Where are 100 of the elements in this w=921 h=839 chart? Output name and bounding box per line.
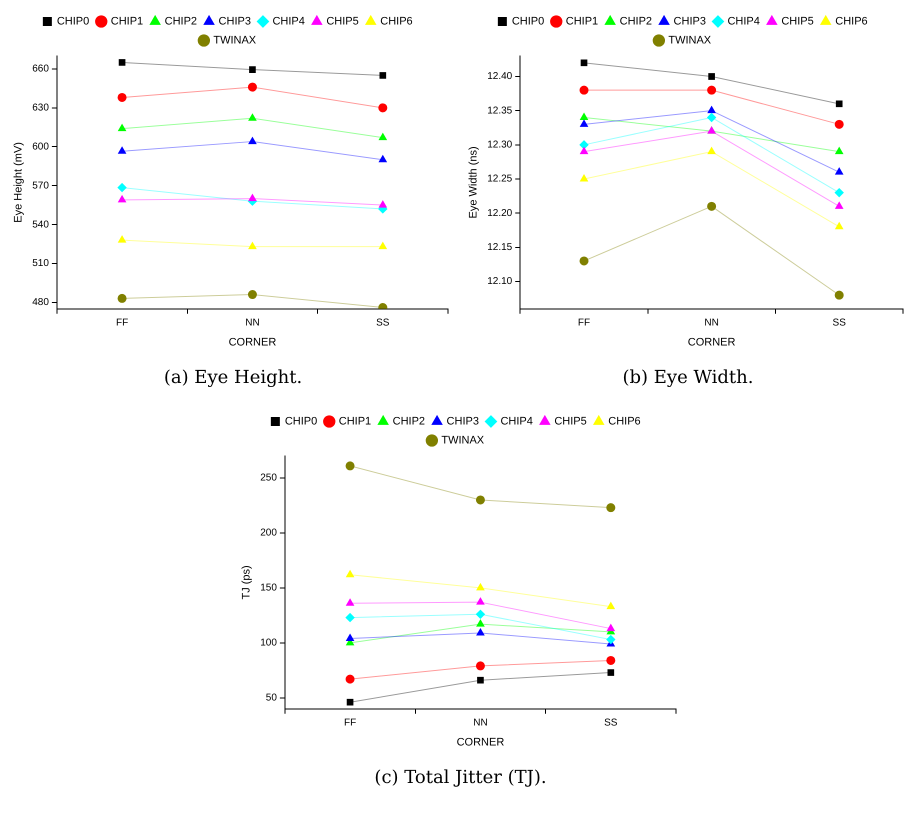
point: [580, 256, 589, 266]
point: [248, 242, 256, 250]
y-tick-label: 12.15: [487, 242, 513, 254]
x-tick-label: NN: [704, 318, 719, 329]
point: [346, 698, 353, 706]
x-axis-title: CORNER: [456, 736, 504, 748]
y-tick-label: 200: [260, 528, 277, 539]
legend-label: CHIP0: [284, 416, 317, 428]
point: [346, 598, 354, 606]
point: [580, 112, 588, 120]
point: [606, 624, 614, 632]
point: [580, 174, 588, 182]
point: [345, 674, 354, 684]
point: [476, 628, 484, 636]
y-tick-label: 570: [32, 180, 50, 192]
y-axis-title: Eye Height (mV): [12, 142, 25, 223]
point: [580, 140, 589, 150]
y-tick-label: 12.35: [487, 105, 513, 116]
legend-label: CHIP1: [566, 16, 598, 28]
point: [118, 92, 127, 102]
point: [707, 112, 716, 122]
point: [708, 106, 716, 114]
y-axis-title: TJ (ps): [240, 565, 252, 600]
point: [248, 137, 256, 144]
point: [834, 290, 844, 300]
point: [475, 495, 484, 504]
y-tick-label: 12.20: [487, 208, 513, 219]
point: [248, 82, 257, 92]
point: [118, 183, 127, 192]
point: [835, 222, 844, 230]
legend-label: TWINAX: [668, 34, 712, 47]
point: [345, 461, 354, 470]
x-tick-label: SS: [376, 318, 390, 329]
point: [580, 120, 588, 127]
x-axis-title: CORNER: [688, 336, 736, 348]
legend-label: CHIP2: [620, 16, 652, 28]
point: [606, 503, 615, 512]
point: [118, 236, 126, 243]
x-tick-label: FF: [116, 318, 128, 329]
legend-label: CHIP4: [272, 16, 305, 28]
legend-label: CHIP5: [781, 16, 814, 28]
point: [606, 635, 615, 644]
legend-label: CHIP1: [338, 416, 371, 428]
point: [475, 610, 484, 619]
text: (b) Eye Width.: [622, 367, 754, 388]
point: [118, 146, 126, 154]
point: [118, 59, 126, 66]
point: [606, 669, 614, 676]
point: [378, 103, 388, 112]
legend-label: CHIP3: [218, 16, 251, 28]
y-tick-label: 630: [32, 102, 50, 114]
point: [476, 583, 484, 590]
y-tick-label: 12.25: [487, 174, 513, 185]
legend-label: CHIP2: [392, 416, 425, 428]
point: [476, 598, 484, 605]
y-tick-label: 50: [265, 692, 277, 704]
y-tick-label: 12.10: [487, 276, 513, 288]
point: [707, 86, 716, 95]
legend-label: CHIP4: [727, 16, 760, 28]
y-tick-label: 250: [260, 472, 277, 484]
legend-label: CHIP6: [835, 16, 868, 28]
y-tick-label: 510: [32, 258, 50, 270]
point: [836, 100, 843, 108]
point: [345, 613, 354, 622]
legend-label: CHIP0: [512, 16, 544, 28]
x-tick-label: FF: [578, 318, 590, 329]
point: [248, 290, 257, 300]
y-axis-title: Eye Width (ns): [468, 146, 480, 218]
point: [248, 114, 256, 121]
legend-label: CHIP1: [110, 16, 144, 28]
point: [379, 72, 386, 79]
point: [378, 242, 387, 250]
text: (c) Total Jitter (TJ).: [374, 767, 547, 788]
x-tick-label: NN: [245, 318, 260, 329]
legend-label: CHIP5: [326, 16, 359, 28]
legend-label: TWINAX: [213, 34, 257, 47]
point: [476, 676, 484, 684]
point: [118, 195, 126, 202]
y-tick-label: 12.40: [487, 71, 513, 82]
y-tick-label: 100: [260, 638, 277, 649]
y-tick-label: 480: [32, 297, 50, 308]
point: [835, 147, 844, 154]
point: [476, 620, 484, 627]
point: [707, 202, 716, 211]
y-tick-label: 540: [32, 219, 50, 230]
point: [248, 194, 256, 202]
y-tick-label: 660: [32, 64, 50, 75]
point: [249, 66, 256, 73]
x-axis-title: CORNER: [228, 336, 276, 348]
point: [708, 73, 715, 80]
point: [835, 202, 844, 209]
point: [834, 188, 844, 198]
text: (a) Eye Height.: [164, 367, 302, 388]
point: [834, 120, 844, 129]
point: [580, 147, 588, 154]
point: [118, 124, 126, 132]
point: [378, 200, 387, 208]
legend-label: CHIP3: [446, 416, 478, 428]
legend-label: CHIP5: [554, 416, 586, 428]
point: [346, 634, 354, 641]
